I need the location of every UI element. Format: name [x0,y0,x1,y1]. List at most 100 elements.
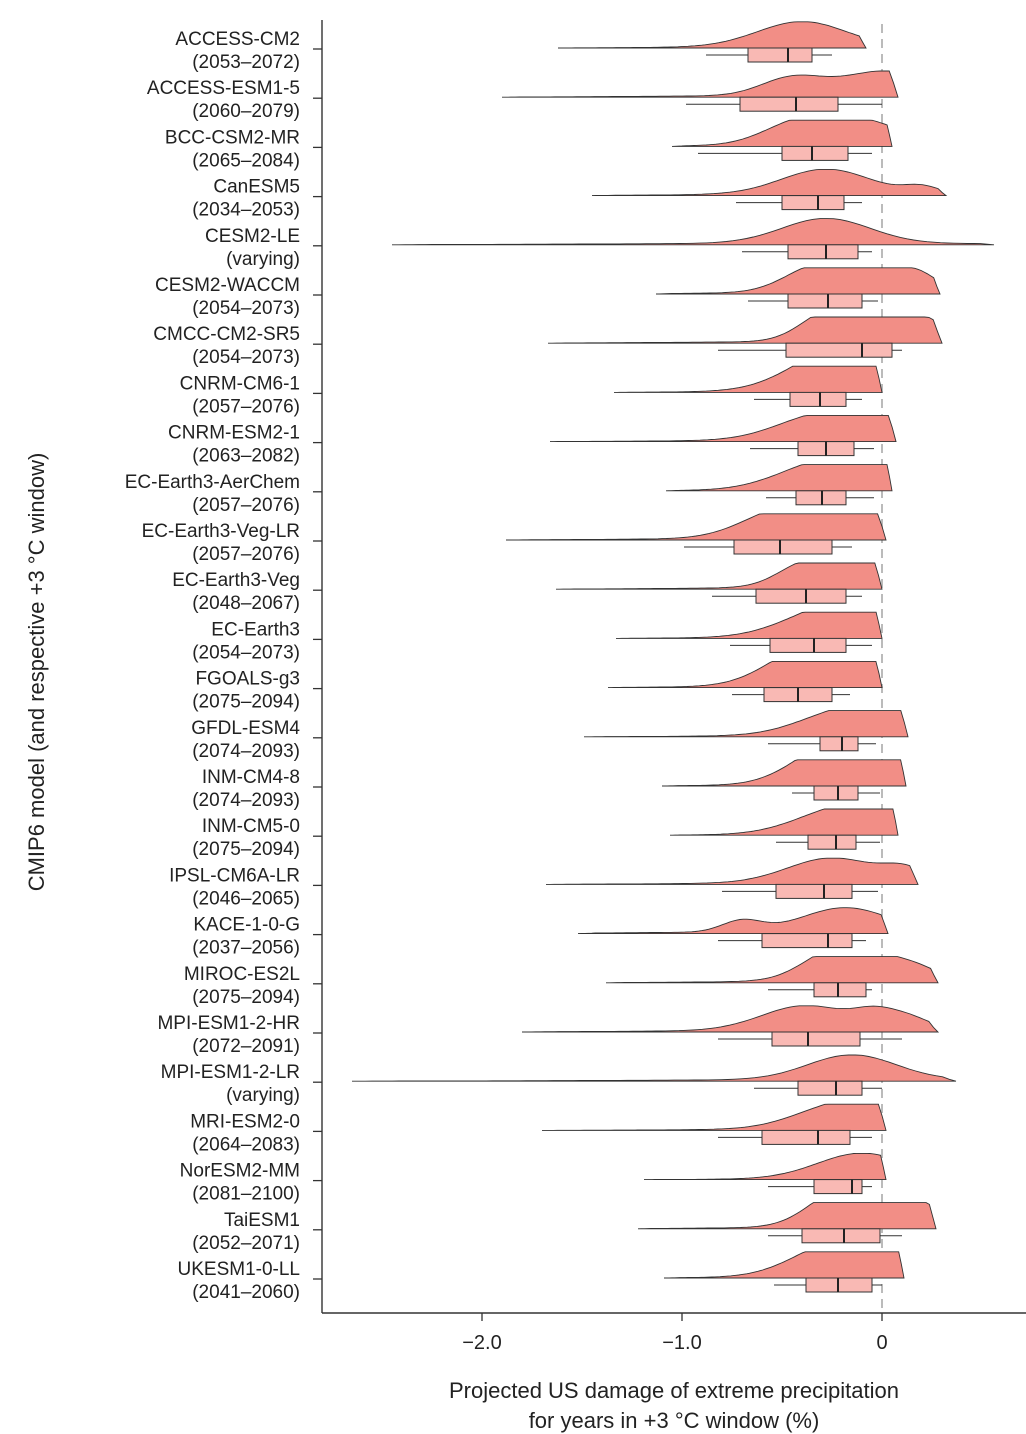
model-name-label: KACE-1-0-G [193,915,300,936]
model-name-label: GFDL-ESM4 [191,718,300,739]
plot-area [352,21,995,1313]
model-labels: ACCESS-CM2(2053–2072) ACCESS-ESM1-5(2060–… [125,29,322,1303]
density-ridge [608,660,883,689]
model-name-label: BCC-CSM2-MR [165,127,300,148]
model-row [542,1103,887,1145]
model-window-label: (2057–2076) [192,495,300,516]
x-tick-label: −1.0 [662,1332,701,1354]
density-ridge [584,710,909,738]
density-ridge [614,365,883,393]
model-window-label: (2046–2065) [192,888,300,909]
model-window-label: (2064–2083) [192,1134,300,1155]
model-name-label: CanESM5 [213,177,300,198]
model-row [670,808,899,850]
model-row [546,857,919,899]
model-window-label: (varying) [226,1085,300,1106]
box-iqr [733,539,833,555]
box-iqr [785,342,893,358]
model-name-label: UKESM1-0-LL [178,1259,301,1280]
model-name-label: MPI-ESM1-2-LR [161,1062,300,1083]
model-row [550,414,897,457]
density-ridge [546,857,919,885]
model-row [591,168,948,211]
model-window-label: (2075–2094) [192,839,300,860]
model-window-label: (2052–2071) [192,1233,300,1254]
box-iqr [761,1129,851,1145]
box-iqr [813,1179,863,1195]
model-name-label: MPI-ESM1-2-HR [157,1013,300,1034]
model-window-label: (2057–2076) [192,544,300,565]
density-ridge [591,168,948,197]
model-window-label: (2034–2053) [192,200,300,221]
box-iqr [813,982,867,998]
model-name-label: CNRM-CM6-1 [180,373,300,394]
model-row [392,218,995,260]
model-window-label: (2074–2093) [192,741,300,762]
density-ridge [542,1103,887,1131]
model-row [655,267,941,309]
box-iqr [771,1031,861,1047]
model-name-label: FGOALS-g3 [195,669,300,690]
model-name-label: INM-CM4-8 [202,767,300,788]
model-row [584,710,909,752]
model-window-label: (2037–2056) [192,938,300,959]
model-row [616,611,883,653]
box-iqr [813,785,859,801]
model-name-label: ACCESS-ESM1-5 [147,78,300,99]
density-ridge [671,119,893,147]
model-name-label: EC-Earth3-Veg-LR [142,521,300,542]
y-axis-title: CMIP6 model (and respective +3 °C window… [24,453,49,892]
density-ridge [558,21,867,49]
model-name-label: EC-Earth3-Veg [172,570,300,591]
model-window-label: (2063–2082) [192,446,300,467]
box-iqr [787,244,859,260]
model-row [614,365,883,407]
model-row [506,513,887,555]
model-row [644,1152,887,1195]
density-ridge [670,808,899,836]
model-row [558,21,867,63]
model-row [577,907,889,949]
model-name-label: IPSL-CM6A-LR [169,865,300,886]
x-tick-label: −2.0 [462,1332,501,1354]
box-iqr [775,883,853,899]
density-ridge [548,316,943,344]
model-name-label: CESM2-LE [205,226,300,247]
density-ridge [637,1202,937,1230]
x-axis-title-line-2: for years in +3 °C window (%) [529,1408,820,1433]
model-name-label: MIROC-ES2L [184,964,300,985]
model-window-label: (2057–2076) [192,396,300,417]
model-name-label: INM-CM5-0 [202,816,300,837]
density-ridge [506,513,887,541]
model-name-label: NorESM2-MM [180,1161,300,1182]
box-iqr [739,96,839,112]
model-row [671,119,893,161]
density-ridge [665,464,893,492]
model-window-label: (2081–2100) [192,1184,300,1205]
model-name-label: EC-Earth3 [211,619,300,640]
box-iqr [769,637,847,653]
model-row [608,660,883,703]
box-iqr [781,145,849,161]
density-ridge [616,611,883,639]
density-ridge [662,759,907,787]
model-name-label: CESM2-WACCM [155,275,300,296]
density-ridge [522,1005,940,1033]
box-iqr [797,1080,863,1096]
model-window-label: (2041–2060) [192,1282,300,1303]
model-row [662,759,907,801]
box-iqr [781,195,845,211]
x-axis-ticks: −2.0 −1.0 0 [462,1313,888,1354]
model-window-label: (2054–2073) [192,642,300,663]
model-row [522,1005,940,1047]
box-iqr [801,1228,881,1244]
model-window-label: (varying) [226,249,300,270]
model-window-label: (2075–2094) [192,692,300,713]
model-window-label: (2054–2073) [192,347,300,368]
model-window-label: (2054–2073) [192,298,300,319]
box-iqr [789,391,847,407]
model-window-label: (2072–2091) [192,1036,300,1057]
box-iqr [819,736,859,752]
density-ridge [392,218,995,246]
